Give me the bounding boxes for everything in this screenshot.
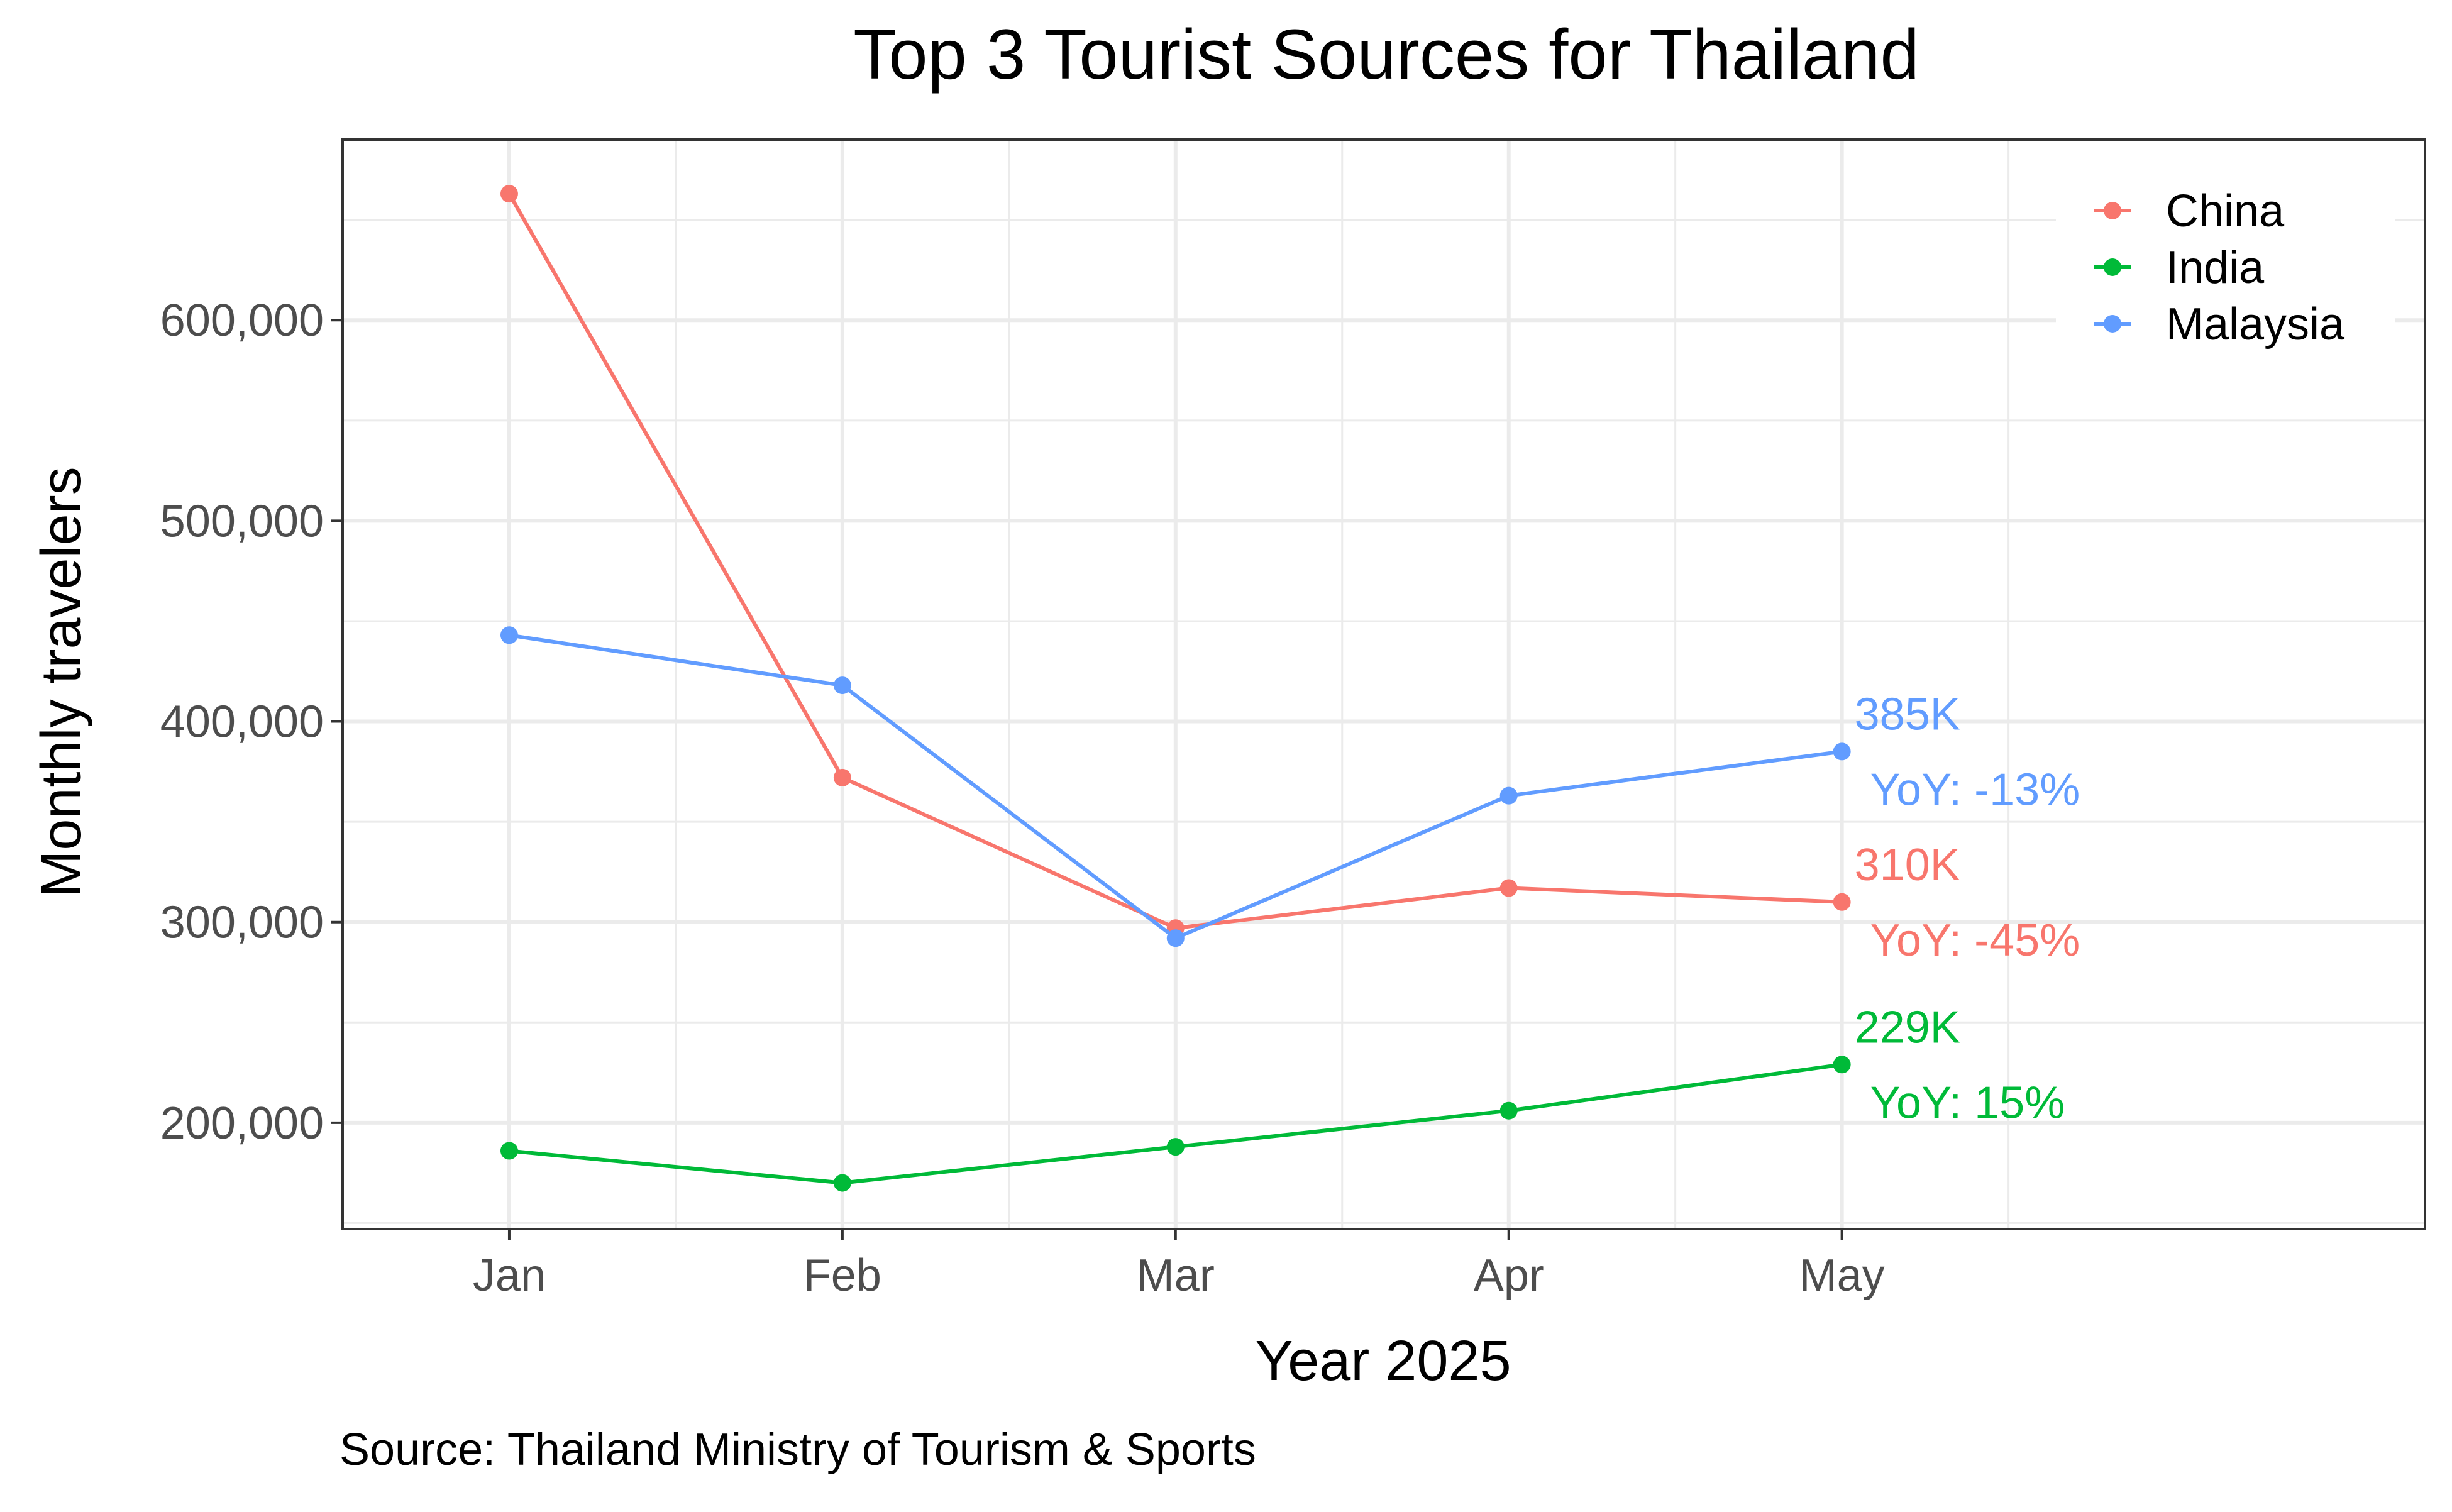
legend-label-china: China [2166, 186, 2285, 236]
end-value-label: 385K [1855, 689, 1960, 739]
legend: China India Malaysia [2056, 182, 2395, 358]
legend-key-point [2104, 258, 2121, 276]
y-axis: 200,000 300,000 400,000 500,000 600,000 [160, 295, 343, 1149]
x-tick-label: Mar [1137, 1250, 1215, 1301]
y-axis-label: Monthly travelers [30, 466, 93, 897]
yoy-label: YoY: 15% [1870, 1078, 2065, 1128]
x-tick-label: Apr [1474, 1250, 1544, 1301]
x-axis: Jan Feb Mar Apr May [473, 1229, 1885, 1301]
data-point-malaysia [1166, 929, 1185, 947]
y-tick-label: 300,000 [160, 898, 324, 948]
legend-key-point [2104, 202, 2121, 219]
data-point-malaysia [1833, 742, 1851, 761]
data-point-india [500, 1142, 518, 1160]
chart-title: Top 3 Tourist Sources for Thailand [853, 15, 1919, 94]
legend-label-india: India [2166, 243, 2265, 293]
legend-key-point [2104, 315, 2121, 333]
major-gridlines [343, 140, 2425, 1229]
data-point-india [1499, 1101, 1518, 1120]
x-tick-label: May [1799, 1250, 1885, 1301]
y-tick-label: 500,000 [160, 496, 324, 546]
panel-border [341, 138, 2426, 1230]
y-tick-label: 400,000 [160, 697, 324, 748]
data-point-china [1833, 893, 1851, 911]
source-caption: Source: Thailand Ministry of Tourism & S… [340, 1425, 1256, 1475]
legend-label-malaysia: Malaysia [2166, 299, 2345, 350]
data-point-china [1499, 879, 1518, 897]
data-point-malaysia [833, 676, 851, 695]
yoy-label: YoY: -45% [1870, 915, 2080, 966]
data-point-malaysia [500, 626, 518, 644]
x-tick-label: Jan [473, 1250, 546, 1301]
x-tick-label: Feb [804, 1250, 881, 1301]
y-tick-label: 600,000 [160, 295, 324, 346]
series-layer [500, 185, 1851, 1192]
data-point-india [833, 1174, 851, 1192]
data-point-malaysia [1499, 786, 1518, 805]
y-tick-label: 200,000 [160, 1098, 324, 1149]
data-point-china [500, 185, 518, 203]
data-point-india [1833, 1056, 1851, 1074]
end-value-label: 229K [1855, 1002, 1960, 1052]
end-labels: 310K YoY: -45% 229K YoY: 15% 385K YoY: -13% [1855, 689, 2080, 1128]
x-axis-label: Year 2025 [1255, 1330, 1511, 1393]
yoy-label: YoY: -13% [1870, 764, 2080, 815]
end-value-label: 310K [1855, 840, 1960, 890]
data-point-china [833, 768, 851, 786]
data-point-india [1166, 1138, 1185, 1156]
